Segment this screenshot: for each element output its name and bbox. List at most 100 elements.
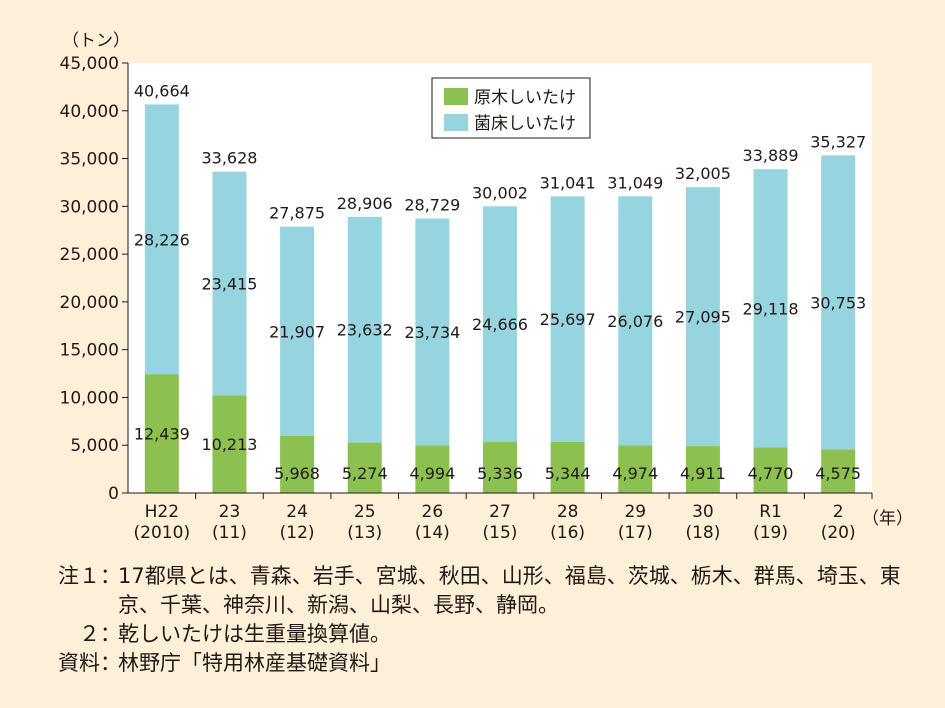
y-tick-label: 15,000 bbox=[60, 341, 119, 361]
bar-genboku bbox=[144, 374, 179, 493]
data-label-genboku: 4,994 bbox=[409, 464, 455, 483]
source-label: 資料 bbox=[58, 651, 100, 675]
source-separator: ： bbox=[100, 651, 121, 675]
y-unit-label: （トン） bbox=[62, 31, 130, 51]
data-label-total: 33,628 bbox=[201, 149, 257, 168]
bar-kinsho bbox=[144, 104, 179, 375]
note-1-label: 注１ bbox=[58, 564, 100, 588]
bar-kinsho bbox=[347, 216, 382, 443]
bar-chart: （トン） （年） 0 5,000 10,000 15,000 20,000 25,000 3… bbox=[60, 31, 913, 543]
data-label-genboku: 5,336 bbox=[477, 464, 523, 483]
data-label-kinsho: 30,753 bbox=[810, 293, 866, 312]
data-label-total: 28,906 bbox=[337, 194, 393, 213]
note-1-separator: ： bbox=[100, 564, 121, 588]
bar-kinsho bbox=[685, 187, 720, 447]
legend-label-kinsho: 菌床しいたけ bbox=[474, 114, 576, 134]
bar-kinsho bbox=[415, 218, 450, 446]
x-tick-label: H22 bbox=[145, 502, 179, 522]
y-tick-label: 25,000 bbox=[60, 245, 119, 265]
y-tick-label: 35,000 bbox=[60, 150, 119, 170]
y-tick-label: 10,000 bbox=[60, 388, 119, 408]
x-tick-sublabel: (12) bbox=[280, 523, 315, 543]
data-label-genboku: 4,575 bbox=[815, 464, 861, 483]
data-label-total: 40,664 bbox=[134, 81, 190, 100]
data-label-total: 30,002 bbox=[472, 183, 528, 202]
bar-kinsho bbox=[821, 155, 856, 450]
legend-swatch-kinsho bbox=[444, 114, 468, 131]
bar-genboku bbox=[280, 435, 315, 493]
x-tick-label: 26 bbox=[422, 502, 444, 522]
legend-label-genboku: 原木しいたけ bbox=[474, 88, 576, 108]
data-label-kinsho: 23,415 bbox=[201, 275, 257, 294]
bar-genboku bbox=[821, 449, 856, 493]
y-tick-label: 0 bbox=[108, 484, 119, 504]
x-tick-sublabel: (20) bbox=[821, 523, 856, 543]
note-2-label: ２ bbox=[79, 622, 100, 646]
x-tick-sublabel: (15) bbox=[483, 523, 518, 543]
x-tick-sublabel: (19) bbox=[753, 523, 788, 543]
bar-genboku bbox=[212, 395, 247, 493]
source-text: 林野庁「特用林産基礎資料」 bbox=[118, 651, 391, 675]
bar-kinsho bbox=[212, 171, 247, 396]
y-axis: 0 5,000 10,000 15,000 20,000 25,000 30,000 35,0… bbox=[60, 54, 129, 504]
bar-genboku bbox=[753, 447, 788, 493]
bars: 12,439 28,226 40,664 10,213 23,415 33,628 5,96… bbox=[134, 81, 866, 493]
note-2-separator: ： bbox=[100, 622, 121, 646]
x-tick-sublabel: (13) bbox=[347, 523, 382, 543]
x-tick-label: R1 bbox=[759, 502, 782, 522]
x-tick-sublabel: (16) bbox=[550, 523, 585, 543]
notes: 注１ ： 17都県とは、青森、岩手、宮城、秋田、山形、福島、茨城、栃木、群馬、埼… bbox=[16, 562, 936, 678]
x-tick-sublabel: (11) bbox=[212, 523, 247, 543]
y-tick-label: 5,000 bbox=[70, 436, 119, 456]
x-tick-label: 2 bbox=[833, 502, 844, 522]
x-tick-sublabel: (17) bbox=[618, 523, 653, 543]
data-label-genboku: 4,770 bbox=[748, 464, 794, 483]
bar-genboku bbox=[618, 445, 653, 493]
bar-kinsho bbox=[280, 226, 315, 436]
data-label-total: 33,889 bbox=[743, 146, 799, 165]
data-label-genboku: 4,911 bbox=[680, 464, 726, 483]
x-tick-label: 23 bbox=[219, 502, 241, 522]
data-label-genboku: 4,974 bbox=[612, 464, 658, 483]
data-label-total: 31,041 bbox=[540, 173, 596, 192]
bar-kinsho bbox=[753, 169, 788, 448]
x-tick-sublabel: (2010) bbox=[134, 523, 191, 543]
data-label-kinsho: 21,907 bbox=[269, 322, 325, 341]
x-tick-label: 25 bbox=[354, 502, 376, 522]
data-label-kinsho: 23,632 bbox=[337, 321, 393, 340]
bar-genboku bbox=[685, 446, 720, 493]
data-label-total: 27,875 bbox=[269, 204, 325, 223]
data-label-genboku: 5,274 bbox=[342, 464, 388, 483]
note-2-text: 乾しいたけは生重量換算値。 bbox=[118, 622, 391, 646]
data-label-total: 28,729 bbox=[404, 195, 460, 214]
data-label-kinsho: 26,076 bbox=[607, 312, 663, 331]
note-2: ２ ： 乾しいたけは生重量換算値。 bbox=[16, 620, 936, 649]
data-label-kinsho: 25,697 bbox=[540, 310, 596, 329]
x-tick-label: 30 bbox=[692, 502, 714, 522]
data-label-total: 35,327 bbox=[810, 132, 866, 151]
y-tick-label: 30,000 bbox=[60, 197, 119, 217]
note-1: 注１ ： 17都県とは、青森、岩手、宮城、秋田、山形、福島、茨城、栃木、群馬、埼… bbox=[16, 562, 936, 620]
bar-kinsho bbox=[483, 206, 517, 443]
bar-genboku bbox=[347, 442, 382, 493]
data-label-kinsho: 28,226 bbox=[134, 230, 190, 249]
x-axis: H22(2010) 23(11) 24(12) 25(13) 26(14) 27(15) 2… bbox=[128, 492, 873, 543]
x-tick-sublabel: (14) bbox=[415, 523, 450, 543]
data-label-total: 31,049 bbox=[607, 173, 663, 192]
data-label-total: 32,005 bbox=[675, 164, 731, 183]
y-tick-label: 20,000 bbox=[60, 293, 119, 313]
x-tick-label: 24 bbox=[286, 502, 308, 522]
bar-genboku bbox=[550, 441, 585, 493]
data-label-kinsho: 29,118 bbox=[743, 299, 799, 318]
legend-swatch-genboku bbox=[444, 88, 468, 105]
y-tick-label: 45,000 bbox=[60, 54, 119, 74]
data-label-genboku: 5,344 bbox=[545, 464, 591, 483]
x-tick-label: 27 bbox=[489, 502, 511, 522]
x-tick-label: 29 bbox=[624, 502, 646, 522]
x-tick-label: 28 bbox=[557, 502, 579, 522]
bar-genboku bbox=[483, 442, 517, 493]
note-1-text: 17都県とは、青森、岩手、宮城、秋田、山形、福島、茨城、栃木、群馬、埼玉、東京、… bbox=[118, 564, 901, 617]
data-label-genboku: 12,439 bbox=[134, 425, 190, 444]
x-unit-label: （年） bbox=[862, 509, 913, 529]
legend: 原木しいたけ 菌床しいたけ bbox=[431, 77, 591, 139]
